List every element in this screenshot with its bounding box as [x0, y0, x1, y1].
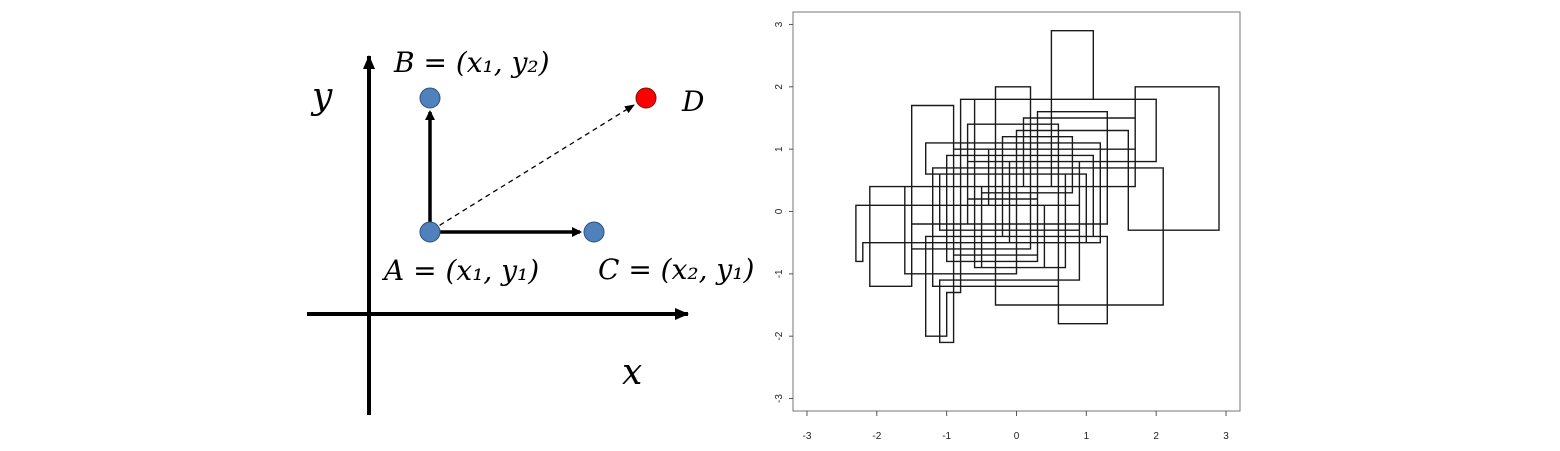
- x-tick-label: 1: [1084, 431, 1090, 442]
- y-tick-label: 0: [774, 208, 785, 214]
- label-point-a: A = (x₁, y₁): [381, 254, 539, 287]
- random-walk-path: [855, 30, 1220, 344]
- x-tick-label: -3: [803, 431, 812, 442]
- point-b: [419, 87, 441, 109]
- point-a: [419, 221, 441, 243]
- y-tick-label: 3: [774, 21, 785, 27]
- y-tick-label: -2: [774, 331, 785, 340]
- label-point-b: B = (x₁, y₂): [393, 46, 550, 79]
- plot-ticks: -3 -2 -1 0 1 2 3 -3 -2 -1 0 1 2 3: [774, 21, 1229, 442]
- x-axis-label: x: [622, 352, 642, 393]
- point-d: [635, 87, 657, 109]
- dashed-arrow-a-to-d: [431, 104, 635, 231]
- label-point-d: D: [681, 85, 704, 118]
- y-axis-label: y: [310, 76, 333, 117]
- y-tick-label: -1: [774, 269, 785, 278]
- y-tick-label: 1: [774, 146, 785, 152]
- point-c: [583, 221, 605, 243]
- x-tick-label: 3: [1223, 431, 1229, 442]
- plot-data: [855, 30, 1220, 344]
- x-tick-label: 2: [1153, 431, 1159, 442]
- x-tick-label: -1: [942, 431, 951, 442]
- x-tick-label: 0: [1014, 431, 1020, 442]
- random-walk-plot: -3 -2 -1 0 1 2 3 -3 -2 -1 0 1 2 3: [774, 11, 1241, 442]
- x-tick-label: -2: [872, 431, 881, 442]
- coordinate-diagram: x y B = (x₁, y₂) A = (x₁, y₁) C = (x₂, y…: [307, 46, 754, 415]
- y-tick-label: -3: [774, 394, 785, 403]
- label-point-c: C = (x₂, y₁): [598, 253, 754, 286]
- y-tick-label: 2: [774, 84, 785, 90]
